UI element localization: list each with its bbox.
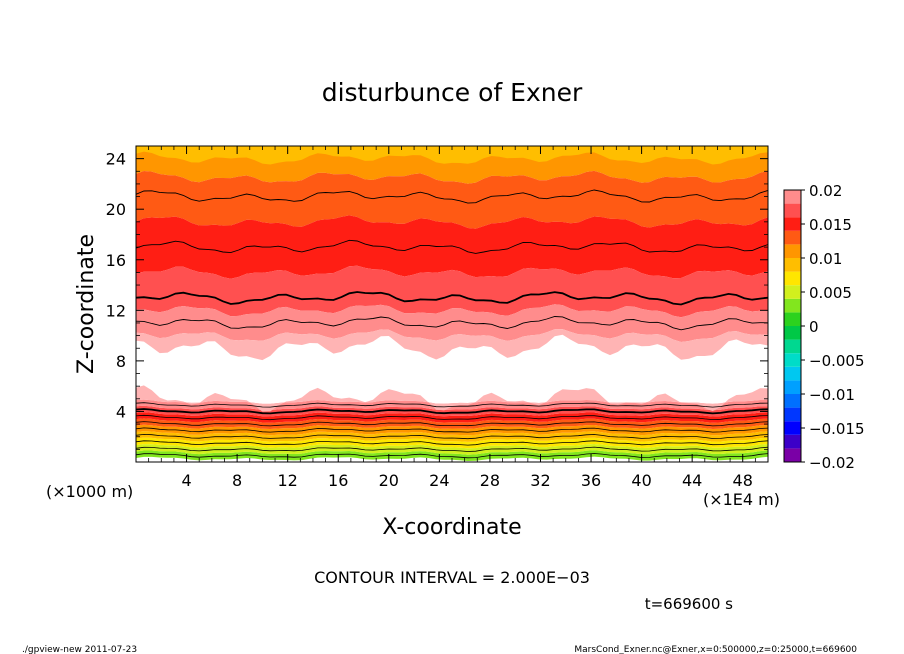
contour-lower-4 — [135, 427, 769, 433]
footer-left: ./gpview-new 2011-07-23 — [22, 645, 137, 654]
x-axis-label: X-coordinate — [382, 515, 521, 540]
colorbar-tick-label-1: 0.015 — [809, 216, 852, 234]
contour-lower-0 — [135, 453, 769, 459]
colorbar-band-2 — [784, 421, 801, 435]
contour-lower-8 — [135, 402, 769, 408]
contour-fill-bands — [136, 146, 768, 462]
x-axis-ticks: 4 8 12 16 20 24 28 32 36 40 44 48 — [148, 146, 756, 490]
contour-upper-3 — [135, 189, 769, 204]
contour-lower-3 — [135, 433, 769, 440]
contour-upper-1 — [135, 291, 769, 306]
y-tick-label-2: 12 — [106, 301, 126, 320]
colorbar-tick-label-3: 0.005 — [809, 284, 852, 302]
chart-title: disturbunce of Exner — [322, 78, 583, 107]
colorbar-band-13 — [784, 271, 801, 286]
band-upper-18 — [136, 265, 768, 318]
time-label: t=669600 s — [645, 595, 733, 613]
contour-interval-text: CONTOUR INTERVAL = 2.000E−03 — [314, 568, 590, 587]
y-axis-label: Z-coordinate — [74, 234, 99, 374]
contour-lines — [135, 189, 769, 459]
x-tick-label-3: 16 — [328, 471, 348, 490]
x-tick-label-0: 4 — [181, 471, 191, 490]
y-tick-label-1: 8 — [116, 352, 126, 371]
band-lower-12 — [136, 444, 768, 455]
band-upper-19 — [136, 304, 768, 342]
contour-lower-2 — [135, 440, 769, 446]
contour-lower-6 — [135, 414, 769, 421]
x-tick-label-9: 40 — [631, 471, 651, 490]
x-tick-label-2: 12 — [278, 471, 298, 490]
band-upper-20 — [136, 329, 768, 361]
band-lower-18 — [136, 405, 768, 417]
x-tick-label-5: 24 — [429, 471, 449, 490]
colorbar-tick-label-2: 0.01 — [809, 250, 842, 268]
colorbar: 0.02 0.015 0.01 0.005 0 −0.005 −0.01 −0.015 −0.0… — [783, 182, 865, 472]
y-tick-label-3: 16 — [106, 251, 126, 270]
contour-lower-7 — [135, 408, 769, 415]
x-tick-label-8: 36 — [581, 471, 601, 490]
y-axis-scale-note: (×1000 m) — [46, 482, 133, 501]
band-lower-13 — [136, 437, 768, 449]
colorbar-tick-label-7: −0.015 — [809, 420, 865, 438]
colorbar-band-7 — [784, 353, 801, 367]
x-tick-label-11: 48 — [733, 471, 753, 490]
band-upper-17 — [136, 215, 768, 279]
colorbar-tick-label-6: −0.01 — [809, 386, 855, 404]
band-top-cap — [136, 146, 768, 165]
y-tick-label-4: 20 — [106, 200, 126, 219]
footer-right: MarsCond_Exner.nc@Exner,x=0:500000,z=0:2… — [574, 645, 857, 654]
colorbar-band-1 — [784, 434, 801, 449]
colorbar-band-14 — [784, 258, 801, 272]
colorbar-band-10 — [784, 312, 801, 326]
colorbar-band-15 — [784, 244, 801, 258]
colorbar-band-4 — [784, 394, 801, 408]
colorbar-band-5 — [784, 380, 801, 394]
colorbar-band-8 — [784, 339, 801, 354]
band-lower-17 — [136, 412, 768, 423]
band-lower-16 — [136, 418, 768, 429]
band-upper-16 — [136, 170, 768, 229]
colorbar-tick-label-4: 0 — [809, 318, 819, 336]
band-lower-15 — [136, 424, 768, 436]
colorbar-band-6 — [784, 366, 801, 381]
colorbar-band-16 — [784, 230, 801, 245]
x-tick-label-6: 28 — [480, 471, 500, 490]
colorbar-band-9 — [784, 326, 801, 340]
colorbar-band-19 — [784, 190, 801, 204]
y-axis-ticks: 4 8 12 16 20 24 — [106, 150, 768, 450]
colorbar-band-18 — [784, 203, 801, 218]
contour-lower-5 — [135, 421, 769, 427]
colorbar-tick-label-0: 0.02 — [809, 182, 842, 200]
contour-upper-0 — [135, 316, 769, 331]
x-tick-label-4: 20 — [379, 471, 399, 490]
y-tick-label-5: 24 — [106, 150, 126, 169]
contour-upper-2 — [135, 239, 769, 254]
y-tick-label-0: 4 — [116, 402, 126, 421]
colorbar-tick-label-5: −0.005 — [809, 352, 865, 370]
colorbar-band-12 — [784, 285, 801, 299]
x-axis-scale-note: (×1E4 m) — [703, 490, 780, 509]
band-lower-11 — [136, 450, 768, 461]
contour-lower-1 — [135, 446, 769, 452]
colorbar-band-0 — [784, 448, 801, 462]
colorbar-band-3 — [784, 407, 801, 422]
colorbar-band-17 — [784, 217, 801, 231]
band-lower-14 — [136, 431, 768, 442]
colorbar-tick-label-8: −0.02 — [809, 454, 855, 472]
x-tick-label-10: 44 — [682, 471, 702, 490]
colorbar-band-11 — [784, 298, 801, 313]
x-tick-label-1: 8 — [232, 471, 242, 490]
x-tick-label-7: 32 — [530, 471, 550, 490]
